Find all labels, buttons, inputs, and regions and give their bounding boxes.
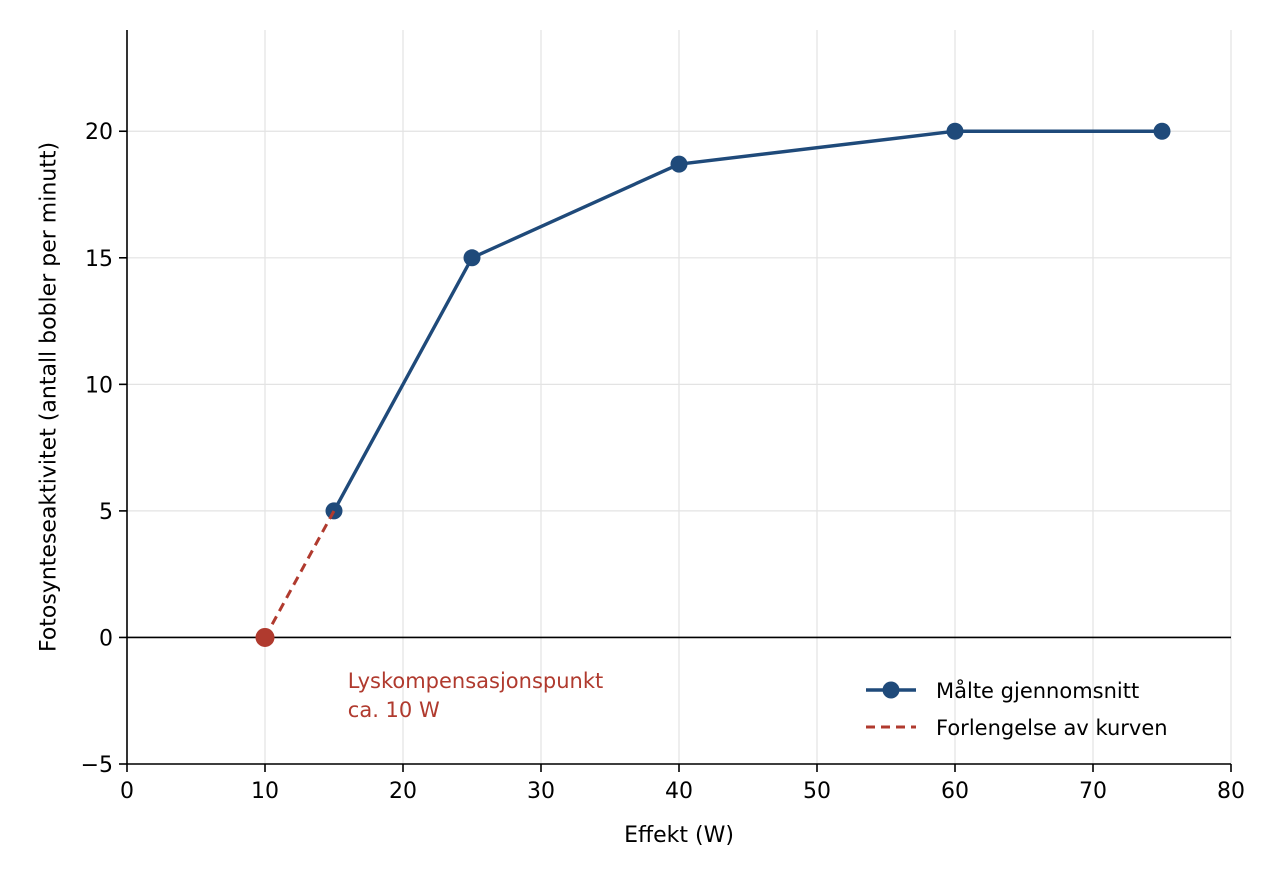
x-tick-label: 80 [1217,779,1245,804]
grid [127,30,1232,765]
series-line-2 [263,510,336,639]
data-point [325,502,343,520]
series-layer [255,122,1171,647]
y-axis-title: Fotosynteseaktivitet (antall bobler per … [37,142,62,652]
annotation-line-1: Lyskompensasjonspunkt [348,669,603,693]
data-point [670,155,688,173]
x-tick-label: 10 [251,779,279,804]
compensation-point [255,627,275,647]
y-tick-label: −5 [81,753,113,778]
annotation: Lyskompensasjonspunkt ca. 10 W [348,669,603,722]
x-tick-label: 50 [803,779,831,804]
data-point [946,122,964,140]
x-axis-title: Effekt (W) [624,823,734,848]
x-tick-label: 0 [120,779,134,804]
x-tick-label: 30 [527,779,555,804]
series-line-1 [332,129,1164,513]
y-tick-label: 15 [85,247,113,272]
y-tick-label: 5 [99,500,113,525]
x-tick-label: 60 [941,779,969,804]
x-tick-label: 70 [1079,779,1107,804]
legend-label: Målte gjennomsnitt [936,678,1139,703]
legend-swatch-marker [882,681,900,699]
data-point [1153,122,1171,140]
ticks: 0 10 20 30 40 50 60 70 80 −5 0 5 10 15 20 [81,120,1245,804]
x-tick-label: 20 [389,779,417,804]
annotation-line-2: ca. 10 W [348,698,440,722]
x-tick-label: 40 [665,779,693,804]
y-tick-label: 20 [85,120,113,145]
legend: Målte gjennomsnitt Forlengelse av kurven [866,678,1168,740]
y-tick-label: 0 [99,626,113,651]
legend-label: Forlengelse av kurven [936,716,1168,740]
data-point [463,249,481,267]
y-tick-label: 10 [85,373,113,398]
